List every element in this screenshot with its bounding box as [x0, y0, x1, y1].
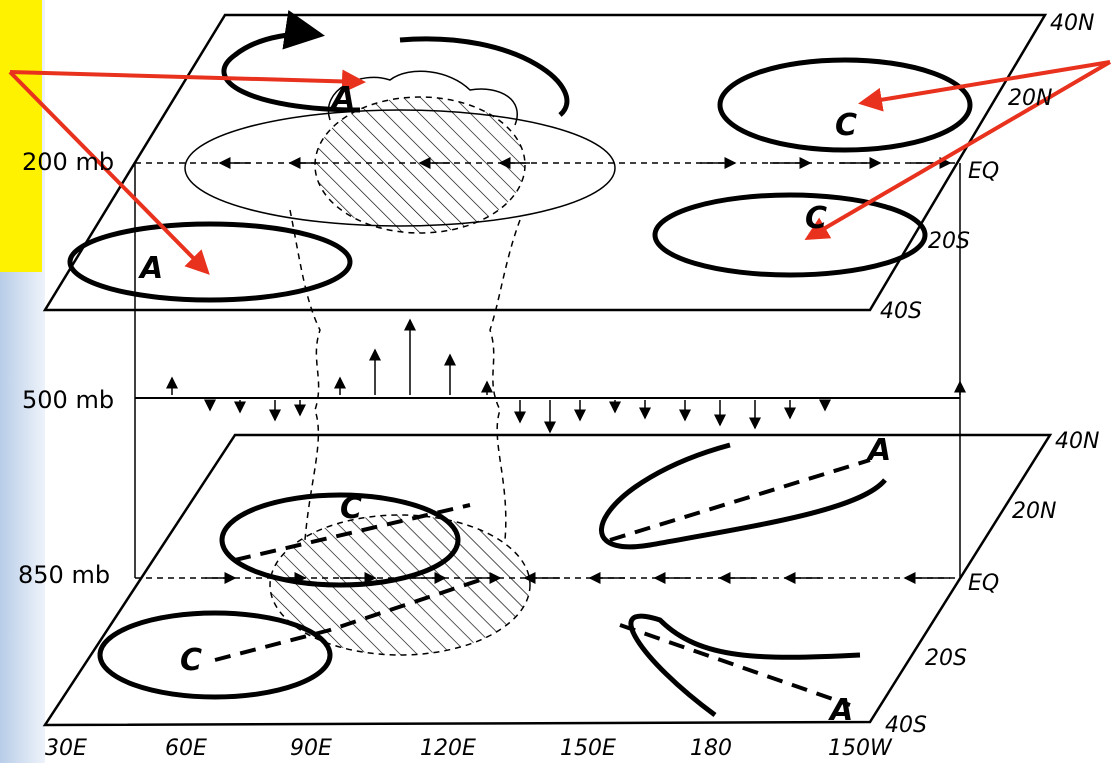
latitude-label: 40S	[885, 713, 927, 738]
circulation-label: C	[340, 491, 362, 526]
longitude-label: 150W	[828, 736, 893, 761]
circulation-label: C	[805, 201, 827, 236]
latitude-label: 20N	[1012, 499, 1056, 524]
circulation-label: C	[835, 108, 857, 143]
longitude-label: 30E	[45, 736, 87, 761]
column	[134, 163, 966, 578]
latitude-label: 20S	[928, 229, 970, 254]
level-label: 850 mb	[18, 561, 110, 589]
pointer-arrows	[8, 60, 1112, 275]
latitude-label: 40N	[1055, 429, 1099, 454]
level-label: 200 mb	[22, 148, 114, 176]
latitude-label: EQ	[968, 159, 999, 184]
level-label: 500 mb	[22, 386, 114, 414]
circulation-label: C	[180, 643, 202, 678]
upper-plane	[42, 10, 1048, 312]
longitude-label: 150E	[560, 736, 616, 761]
latitude-label: 40N	[1050, 11, 1094, 36]
circulation-label: A	[330, 81, 355, 116]
circulation-label: A	[828, 693, 853, 728]
circulation-label: A	[866, 433, 891, 468]
latitude-label: 20N	[1008, 86, 1052, 111]
longitude-label: 180	[690, 736, 732, 761]
longitude-label: 90E	[290, 736, 332, 761]
circulation-label: A	[138, 251, 163, 286]
longitude-label: 60E	[165, 736, 207, 761]
latitude-label: 20S	[925, 646, 967, 671]
latitude-label: 40S	[880, 299, 922, 324]
longitude-label: 120E	[420, 736, 476, 761]
highlight-box	[0, 0, 42, 272]
lower-plane	[42, 433, 1053, 727]
latitude-label: EQ	[968, 571, 999, 596]
